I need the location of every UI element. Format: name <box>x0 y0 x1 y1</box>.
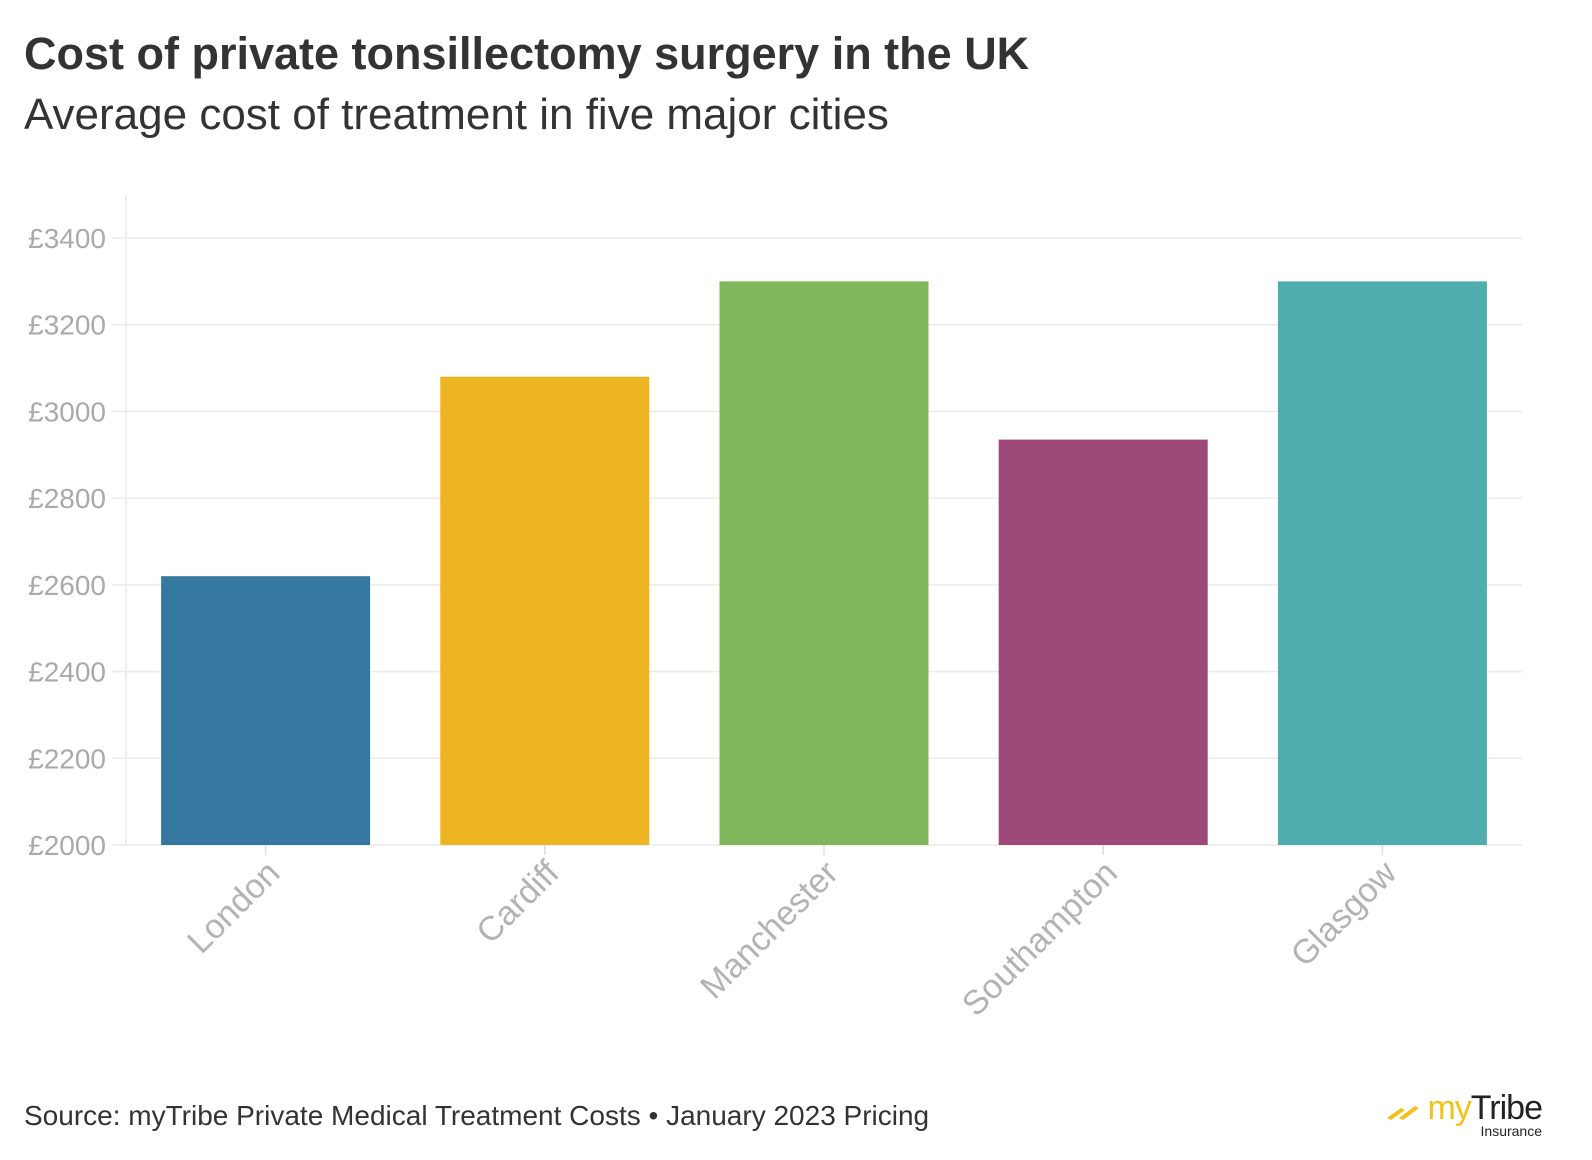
y-tick-label: £3400 <box>28 223 106 254</box>
chart-subtitle: Average cost of treatment in five major … <box>24 90 889 139</box>
logo-mark-icon <box>1387 1106 1420 1120</box>
x-tick-label: Manchester <box>693 854 845 1006</box>
logo-tribe: Tribe <box>1470 1089 1543 1127</box>
bar-london <box>161 576 371 845</box>
logo-my: my <box>1427 1089 1471 1127</box>
bar-glasgow <box>1277 281 1487 845</box>
y-tick-label: £2800 <box>28 483 106 514</box>
x-tick-label: Southampton <box>955 854 1125 1024</box>
x-tick-label: Glasgow <box>1284 853 1405 974</box>
y-tick-label: £2400 <box>28 657 106 688</box>
bar-manchester <box>719 281 929 845</box>
x-tick-label: Cardiff <box>469 853 567 951</box>
y-tick-label: £2000 <box>28 830 106 861</box>
bar-cardiff <box>440 376 650 845</box>
y-tick-label: £2200 <box>28 743 106 774</box>
x-tick-label: London <box>180 854 287 961</box>
logo-insurance: Insurance <box>1480 1123 1542 1139</box>
y-tick-label: £3200 <box>28 310 106 341</box>
y-tick-label: £3000 <box>28 396 106 427</box>
source-note: Source: myTribe Private Medical Treatmen… <box>24 1100 930 1131</box>
y-tick-label: £2600 <box>28 570 106 601</box>
chart-title: Cost of private tonsillectomy surgery in… <box>24 28 1030 79</box>
bar-southampton <box>998 439 1208 845</box>
mytribe-logo: myTribe Insurance <box>1387 1089 1543 1139</box>
